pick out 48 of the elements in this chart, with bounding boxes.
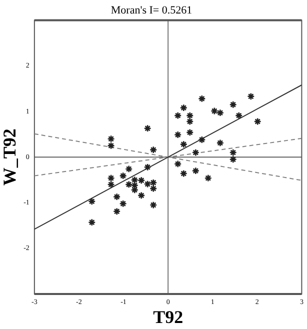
- point: [144, 124, 152, 132]
- point: [216, 139, 224, 147]
- point: [112, 192, 121, 201]
- point: [137, 192, 146, 200]
- point: [229, 100, 237, 108]
- point: [247, 92, 255, 100]
- point: [174, 160, 182, 168]
- point: [210, 107, 218, 115]
- point: [204, 174, 212, 182]
- point: [107, 142, 115, 150]
- point: [150, 178, 158, 187]
- y-axis-title: W_T92: [0, 128, 20, 186]
- point: [130, 176, 139, 184]
- point: [119, 200, 127, 208]
- point: [107, 134, 115, 143]
- point: [88, 218, 96, 226]
- point: [198, 94, 206, 103]
- chart-title: Moran's I= 0.5261: [110, 4, 192, 16]
- point: [174, 130, 182, 139]
- point: [174, 112, 182, 120]
- point: [137, 176, 146, 184]
- point: [88, 198, 96, 206]
- point: [235, 112, 243, 120]
- point: [192, 148, 200, 156]
- point: [254, 118, 262, 126]
- point: [192, 166, 200, 175]
- point: [229, 148, 237, 156]
- point: [125, 165, 133, 173]
- point: [150, 146, 158, 154]
- point: [198, 136, 206, 144]
- point: [107, 180, 115, 188]
- point: [180, 170, 188, 178]
- x-axis-title: T92: [153, 306, 184, 327]
- point: [107, 174, 115, 182]
- point: [144, 163, 152, 171]
- point: [186, 112, 194, 120]
- point: [180, 104, 188, 112]
- point: [186, 128, 194, 136]
- point: [119, 172, 127, 180]
- point: [229, 156, 237, 164]
- point: [216, 108, 224, 117]
- point: [186, 118, 194, 126]
- point: [150, 201, 158, 209]
- point: [144, 180, 152, 188]
- point: [125, 180, 133, 188]
- point: [150, 184, 158, 192]
- point: [180, 140, 188, 148]
- point: [112, 208, 121, 216]
